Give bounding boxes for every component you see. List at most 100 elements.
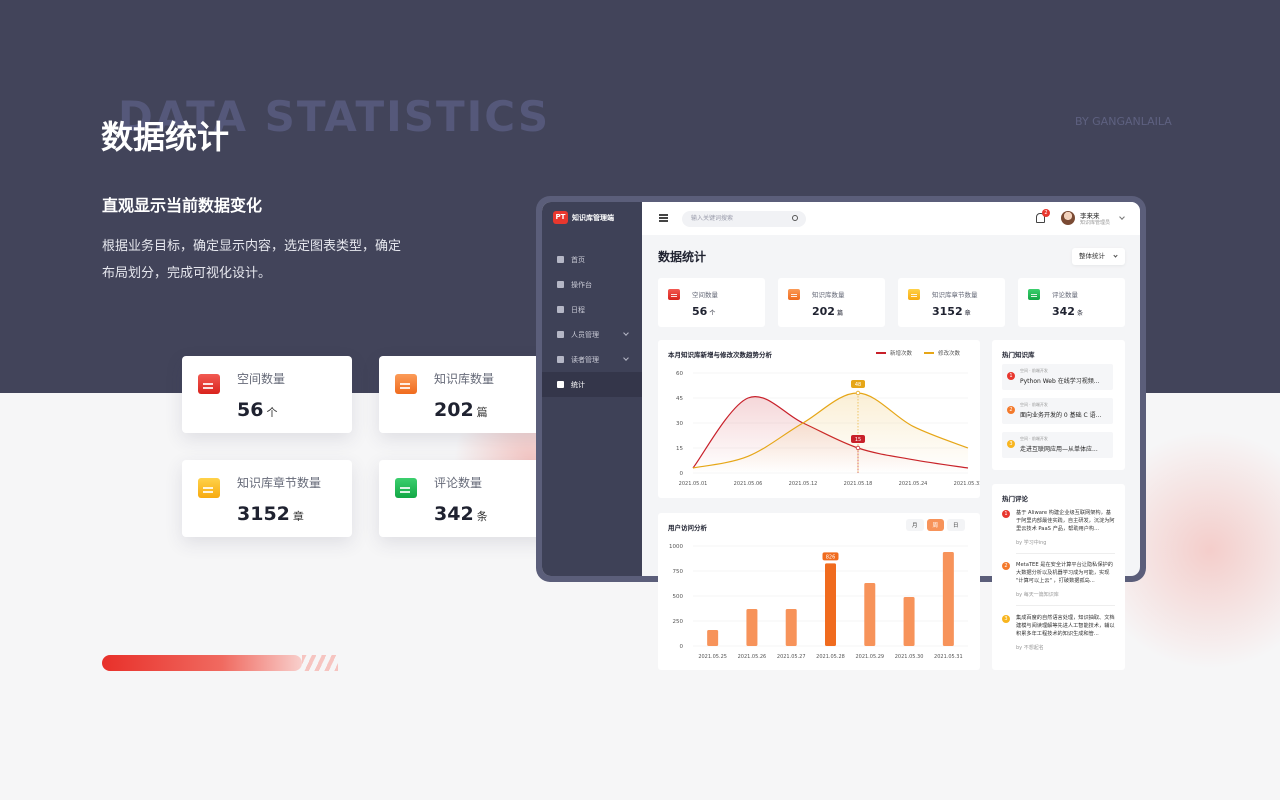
sidebar-item-people[interactable]: 人员管理 — [542, 322, 642, 347]
filter-dropdown[interactable]: 整体统计 — [1072, 248, 1125, 265]
x-tick-label: 2021.05.31 — [954, 481, 980, 487]
sidebar-item-label: 操作台 — [571, 280, 592, 289]
sidebar-item-home[interactable]: 首页 — [542, 247, 642, 272]
sidebar-item-readers[interactable]: 读者管理 — [542, 347, 642, 372]
legend-swatch — [876, 352, 886, 354]
y-tick-label: 1000 — [669, 544, 683, 550]
bar — [942, 552, 954, 646]
hot-comments-panel: 热门评论 1 基于 Aliware 构建企业级互联网架构，基于阿里内部最佳实践，… — [992, 484, 1125, 670]
x-tick-label: 2021.05.29 — [855, 654, 884, 660]
stat-label: 知识库数量 — [434, 372, 495, 386]
item-meta: 空间 · 前端开发 — [1020, 368, 1048, 373]
avatar[interactable] — [1061, 211, 1075, 225]
data-label: 48 — [855, 382, 861, 388]
search-placeholder: 输入关键词搜索 — [691, 215, 734, 222]
hero-subtitle: 直观显示当前数据变化 — [102, 196, 263, 215]
sidebar-item-console[interactable]: 操作台 — [542, 272, 642, 297]
logo-badge: PT — [553, 211, 568, 224]
hot-knowledge-panel: 热门知识库 1 空间 · 前端开发 Python Web 在线学习视频... 2… — [992, 340, 1125, 470]
data-label: 826 — [826, 554, 836, 560]
stat-value: 56 个 — [237, 399, 278, 421]
knowledge-base-icon — [395, 374, 417, 394]
sidebar-item-label: 统计 — [571, 380, 585, 389]
list-item[interactable]: 2 空间 · 前端开发 面向业务开发的 0 基础 C 语... — [1002, 398, 1113, 424]
tab-day[interactable]: 日 — [947, 519, 965, 531]
x-tick-label: 2021.05.01 — [679, 481, 708, 487]
chevron-down-icon[interactable] — [1119, 214, 1125, 220]
stat-value: 342 条 — [1052, 305, 1083, 318]
space-icon — [668, 289, 680, 300]
rank-badge: 2 — [1002, 562, 1010, 570]
main-content: 数据统计 整体统计 空间数量 56 个 知识库数量 202 篇 知识库章节数量 31… — [642, 235, 1140, 675]
menu-toggle-icon[interactable] — [659, 214, 668, 216]
y-tick-label: 0 — [680, 471, 684, 477]
trend-chart-panel: 本月知识库新增与修改次数趋势分析 新增次数 修改次数 0 15 30 45 60 2021… — [658, 340, 980, 498]
mini-stat-space: 空间数量 56 个 — [658, 278, 765, 327]
stat-value: 3152 章 — [932, 305, 971, 318]
stat-label: 空间数量 — [237, 372, 286, 386]
tab-month[interactable]: 月 — [906, 519, 924, 531]
home-icon — [557, 256, 564, 263]
mini-stat-comments: 评论数量 342 条 — [1018, 278, 1125, 327]
tab-week[interactable]: 周 — [926, 519, 945, 531]
list-item[interactable]: 1 空间 · 前端开发 Python Web 在线学习视频... — [1002, 364, 1113, 390]
stat-label: 知识库数量 — [812, 291, 845, 299]
comment-text: 集成百度的自然语言处理，知识抽取、文档建模与阅读理解等先进人工智能技术，辅以积累… — [1016, 615, 1115, 637]
stat-card-knowledge-base: 知识库数量 202 篇 — [379, 356, 549, 433]
search-icon[interactable] — [792, 215, 798, 221]
knowledge-base-icon — [788, 289, 800, 300]
bar — [785, 609, 797, 646]
y-tick-label: 500 — [673, 594, 684, 600]
data-label-bg — [822, 552, 839, 561]
stat-value: 202 篇 — [812, 305, 843, 318]
x-tick-label: 2021.05.12 — [789, 481, 818, 487]
x-tick-label: 2021.05.30 — [895, 654, 924, 660]
filter-label: 整体统计 — [1079, 252, 1105, 260]
comment-text: 基于 Aliware 构建企业级互联网架构，基于阿里内部最佳实践，自主研发，沉淀… — [1016, 510, 1115, 532]
item-title: 走进互联网应用—从单体应... — [1020, 446, 1098, 453]
divider — [1016, 553, 1115, 554]
item-title: 面向业务开发的 0 基础 C 语... — [1020, 412, 1102, 419]
stat-label: 评论数量 — [434, 476, 483, 490]
comment-author: by 不想起名 — [1016, 645, 1044, 651]
rank-badge: 3 — [1002, 615, 1010, 623]
user-role: 知识库管理员 — [1080, 220, 1111, 226]
data-point — [855, 445, 861, 451]
y-tick-label: 250 — [673, 619, 684, 625]
series-line — [692, 392, 969, 469]
sidebar-item-stats[interactable]: 统计 — [542, 372, 642, 397]
app-logo[interactable]: PT 知识库管理端 — [553, 211, 614, 224]
stat-card-space: 空间数量 56 个 — [182, 356, 352, 433]
page-title: 数据统计 — [658, 250, 707, 264]
comment-icon — [395, 478, 417, 498]
data-point — [855, 390, 861, 396]
panel-title: 热门评论 — [1002, 495, 1028, 503]
panel-title: 热门知识库 — [1002, 351, 1035, 359]
comment-text: MetaTEE 是在安全计算平台让隐私保护的大数据分析以及机器学习成为可能，实现… — [1016, 562, 1113, 584]
x-tick-label: 2021.05.25 — [698, 654, 727, 660]
sidebar-item-calendar[interactable]: 日程 — [542, 297, 642, 322]
people-icon — [557, 331, 564, 338]
search-input[interactable]: 输入关键词搜索 — [682, 211, 806, 227]
bell-icon[interactable] — [1036, 213, 1045, 223]
notification-badge: 2 — [1042, 209, 1050, 217]
bar — [903, 597, 915, 646]
item-title: Python Web 在线学习视频... — [1020, 378, 1100, 385]
rank-badge: 2 — [1007, 406, 1015, 414]
x-tick-label: 2021.05.24 — [899, 481, 928, 487]
item-meta: 空间 · 前端开发 — [1020, 436, 1048, 441]
y-tick-label: 60 — [676, 371, 683, 377]
list-item[interactable]: 3 空间 · 前端开发 走进互联网应用—从单体应... — [1002, 432, 1113, 458]
calendar-icon — [557, 306, 564, 313]
period-tabs: 月 周 日 — [906, 519, 965, 531]
space-icon — [198, 374, 220, 394]
x-tick-label: 2021.05.06 — [734, 481, 763, 487]
stat-value: 3152 章 — [237, 503, 304, 525]
chevron-down-icon — [623, 330, 629, 336]
stat-value: 202 篇 — [434, 399, 488, 421]
panel-title: 本月知识库新增与修改次数趋势分析 — [668, 351, 772, 359]
x-tick-label: 2021.05.27 — [777, 654, 806, 660]
y-tick-label: 45 — [676, 396, 683, 402]
sidebar: PT 知识库管理端 首页 操作台 日程 人员管理 读者管理 统计 — [542, 202, 642, 576]
visit-chart-panel: 用户访问分析 月 周 日 0 250 500 750 1000 2021.05.25 202… — [658, 513, 980, 670]
